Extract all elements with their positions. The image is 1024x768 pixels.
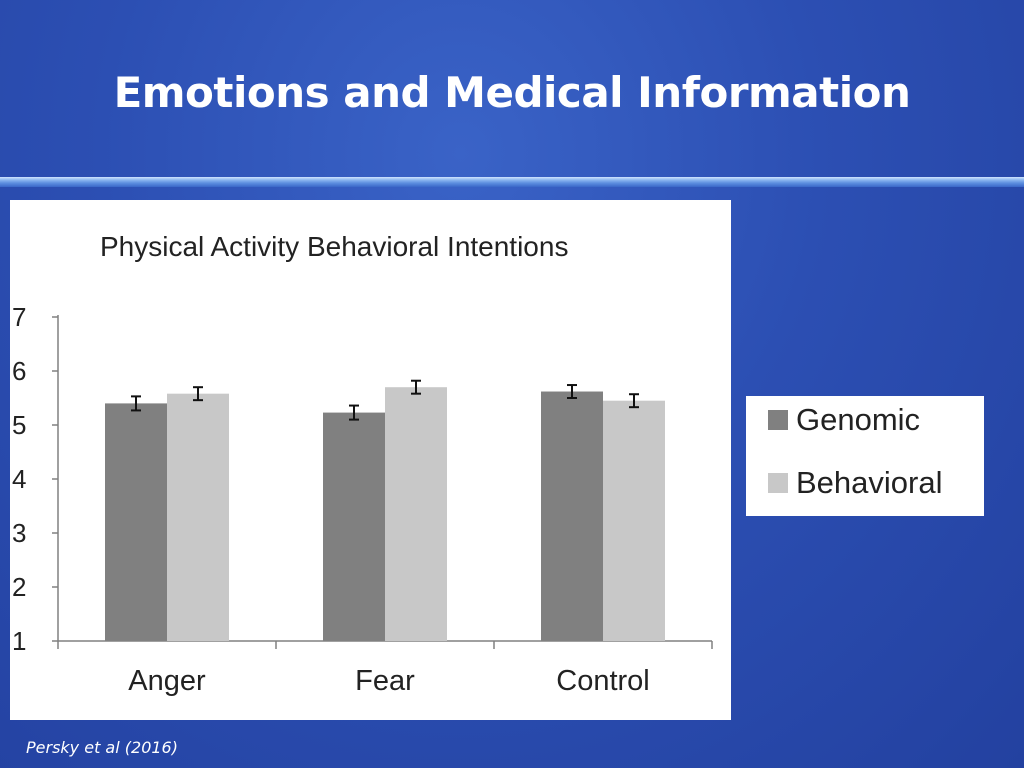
y-tick-label: 7: [12, 302, 26, 332]
slide-title: Emotions and Medical Information: [113, 68, 911, 117]
y-tick-label: 1: [12, 626, 26, 656]
legend-item-behavioral: Behavioral: [768, 463, 942, 503]
title-divider: [0, 177, 1024, 187]
legend-label-genomic: Genomic: [796, 402, 921, 437]
bar-genomic-anger: [105, 403, 167, 641]
chart-title: Physical Activity Behavioral Intentions: [100, 231, 568, 262]
legend-swatch-genomic: [768, 410, 788, 430]
bar-genomic-control: [541, 391, 603, 641]
x-category-label: Fear: [355, 665, 415, 697]
y-tick-label: 5: [12, 410, 26, 440]
x-category-label: Anger: [128, 665, 206, 697]
bar-behavioral-anger: [167, 393, 229, 641]
chart-legend: Genomic Behavioral: [746, 396, 984, 516]
y-tick-label: 2: [12, 572, 26, 602]
x-category-label: Control: [556, 665, 650, 697]
bar-chart: Physical Activity Behavioral Intentions …: [12, 231, 713, 697]
bar-behavioral-control: [603, 400, 665, 641]
y-tick-label: 3: [12, 518, 26, 548]
chart-panel: Physical Activity Behavioral Intentions …: [10, 200, 731, 720]
legend-label-behavioral: Behavioral: [796, 465, 943, 500]
legend-item-genomic: Genomic: [768, 400, 920, 440]
title-band: Emotions and Medical Information: [0, 0, 1024, 178]
citation: Persky et al (2016): [26, 738, 178, 757]
y-tick-label: 4: [12, 464, 26, 494]
bar-behavioral-fear: [385, 387, 447, 641]
legend-swatch-behavioral: [768, 473, 788, 493]
bar-genomic-fear: [323, 412, 385, 641]
y-tick-label: 6: [12, 356, 26, 386]
